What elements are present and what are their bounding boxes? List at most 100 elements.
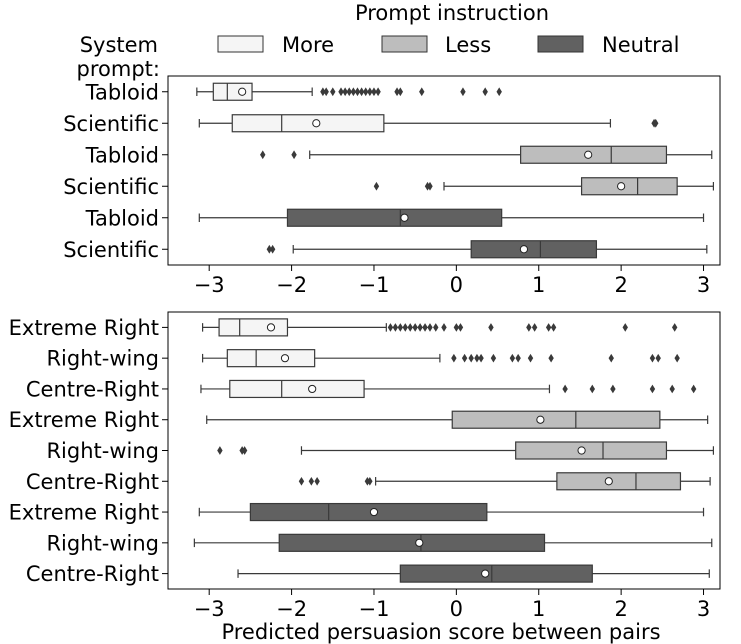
outlier-point [671,323,678,332]
outlier-point [371,87,377,97]
outlier-point [622,323,628,332]
outlier-point [367,87,373,97]
legend-swatch-less [381,35,428,53]
legend-title: Prompt instruction [355,1,549,25]
mean-marker [415,538,424,547]
outlier-point [453,323,460,332]
y-tick-label: Right-wing [46,531,159,555]
legend-label-less: Less [445,33,491,57]
x-tick-label: 0 [450,597,463,621]
outlier-point [451,353,457,363]
outlier-point [397,87,404,97]
outlier-point [342,87,348,97]
mean-marker [481,569,490,578]
box-iqr-more [226,349,316,368]
y-tick-label: Extreme Right [9,316,159,340]
mean-marker [266,323,276,332]
outlier-point [412,323,418,332]
legend-swatch-neutral [537,35,584,53]
outlier-point [397,323,404,332]
y-tick-label: Right-wing [46,439,159,463]
outlier-point [338,87,344,97]
legend-swatch-more [217,35,264,53]
outlier-point [649,353,656,363]
outlier-point [241,446,248,455]
box-iqr-less [515,441,668,460]
bottom-panel: −3 −2 −1 0 1 2 3 Predicted persuasion score bet… [9,311,721,644]
outlier-point [608,353,614,363]
box-iqr-more [212,82,253,101]
system-prompt-label-line2: prompt: [77,57,160,81]
mean-marker [238,87,247,96]
outlier-point [690,384,697,394]
legend: Prompt instruction System prompt: More L… [77,1,680,81]
outlier-point [387,323,394,332]
outlier-point [314,476,320,486]
mean-marker [400,213,409,222]
y-tick-label: Centre-Right [26,562,159,586]
outlier-point [509,353,516,363]
outlier-point [291,150,297,160]
x-tick-label: −1 [358,273,389,297]
y-tick-label: Tabloid [85,80,159,104]
y-tick-label: Centre-Right [26,470,159,494]
outlier-point [266,244,273,254]
outlier-point [527,353,534,363]
y-tick-label: Tabloid [85,206,159,230]
box-iqr-more [231,114,385,133]
y-tick-label: Right-wing [46,347,159,371]
outlier-point [460,87,466,97]
outlier-point [417,323,423,332]
outlier-point [515,353,521,363]
mean-marker [308,384,317,394]
outlier-point [550,323,557,332]
outlier-point [346,87,352,97]
outlier-point [392,323,399,332]
outlier-point [394,87,400,97]
outlier-point [330,87,336,97]
outlier-point [427,323,433,332]
outlier-point [433,323,439,332]
outlier-point [373,181,380,191]
outlier-point [427,181,433,191]
system-prompt-label-line1: System [80,33,158,57]
box-iqr-neutral [399,564,593,583]
mean-marker [519,245,529,254]
box-iqr-neutral [249,502,488,522]
outlier-point [474,353,480,363]
outlier-point [419,87,425,97]
outlier-point [354,87,361,97]
box-iqr-neutral [470,240,598,259]
y-tick-label: Scientific [63,238,159,262]
x-tick-label: −2 [276,273,307,297]
outlier-point [358,87,365,97]
outlier-point [468,353,474,363]
outlier-point [653,118,659,128]
y-tick-label: Tabloid [85,143,159,167]
mean-marker [536,415,545,424]
outlier-point [589,384,595,394]
y-tick-label: Extreme Right [9,408,159,432]
y-tick-label: Scientific [63,112,159,136]
outlier-point [649,384,656,394]
outlier-point [308,476,315,486]
outlier-point [496,87,502,97]
box-iqr-less [580,177,678,196]
outlier-point [488,323,494,332]
mean-marker [312,119,321,128]
legend-label-more: More [282,33,334,57]
mean-marker [617,182,626,191]
legend-label-neutral: Neutral [602,33,680,57]
outlier-point [298,476,305,486]
x-axis-label: Predicted persuasion score between pairs [221,620,660,644]
outlier-point [545,323,552,332]
outlier-point [441,323,447,332]
x-tick-label: 1 [532,273,545,297]
outlier-point [490,353,497,363]
outlier-point [548,353,554,363]
box-iqr-neutral [286,208,503,227]
box-iqr-less [556,472,682,491]
mean-marker [584,150,593,159]
mean-marker [369,507,379,517]
